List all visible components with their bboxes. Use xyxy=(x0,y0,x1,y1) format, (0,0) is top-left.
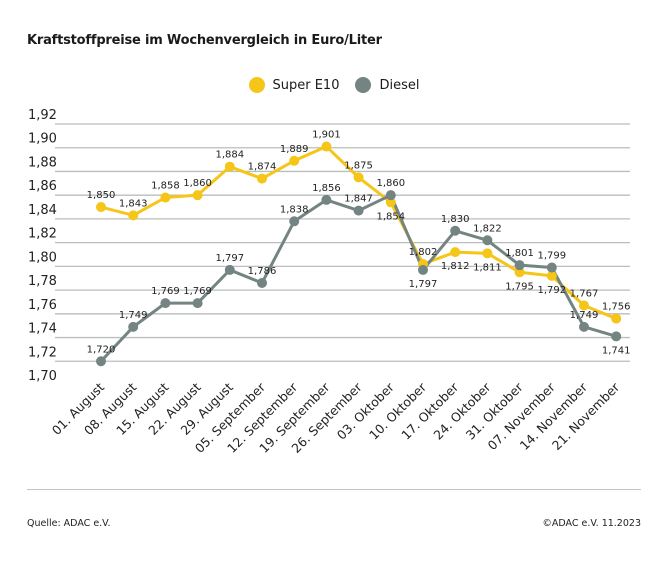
data-label: 1,799 xyxy=(537,251,566,262)
data-label: 1,830 xyxy=(441,214,470,225)
data-point xyxy=(514,267,525,278)
data-label: 1,847 xyxy=(344,194,373,205)
data-point xyxy=(546,270,557,281)
data-label: 1,802 xyxy=(409,247,438,258)
data-label: 1,811 xyxy=(473,262,502,273)
data-label: 1,720 xyxy=(87,344,116,355)
data-point xyxy=(321,194,332,205)
data-label: 1,901 xyxy=(312,130,341,141)
y-tick-label: 1,78 xyxy=(28,274,57,289)
legend-item-super-e10: Super E10 xyxy=(248,77,340,93)
data-label: 1,860 xyxy=(183,178,212,189)
divider xyxy=(27,489,641,490)
data-label: 1,822 xyxy=(473,223,502,234)
data-label: 1,792 xyxy=(537,285,566,296)
data-point xyxy=(257,277,267,288)
legend-marker-diesel xyxy=(355,77,372,93)
data-label: 1,797 xyxy=(409,279,438,290)
y-tick-label: 1,84 xyxy=(28,203,57,218)
data-point xyxy=(96,202,106,213)
data-point xyxy=(289,216,300,227)
data-point xyxy=(192,298,203,309)
data-label: 1,756 xyxy=(602,302,631,313)
data-point xyxy=(579,300,589,311)
data-point xyxy=(514,260,525,271)
y-tick-label: 1,80 xyxy=(28,250,57,265)
data-label: 1,769 xyxy=(151,286,180,297)
y-tick-label: 1,86 xyxy=(28,179,57,194)
y-tick-label: 1,70 xyxy=(28,369,57,384)
data-label: 1,812 xyxy=(441,261,470,272)
legend-label: Diesel xyxy=(379,77,420,93)
series-line-diesel xyxy=(99,193,617,363)
data-point xyxy=(385,197,396,208)
data-point xyxy=(353,172,364,183)
data-label: 1,795 xyxy=(505,281,534,292)
data-label: 1,749 xyxy=(119,310,148,321)
data-point xyxy=(224,264,235,275)
data-point xyxy=(353,205,364,216)
data-label: 1,856 xyxy=(312,183,341,194)
y-tick-label: 1,82 xyxy=(28,227,57,242)
data-point xyxy=(579,321,589,332)
legend-marker-super-e10 xyxy=(248,77,265,93)
data-label: 1,749 xyxy=(570,310,599,321)
data-label: 1,875 xyxy=(344,160,373,171)
data-point xyxy=(160,192,171,203)
data-point xyxy=(128,321,139,332)
data-point xyxy=(257,173,267,184)
data-label: 1,854 xyxy=(376,211,405,222)
data-point xyxy=(128,210,139,221)
data-label: 1,769 xyxy=(183,286,212,297)
data-label: 1,850 xyxy=(87,190,116,201)
data-label: 1,797 xyxy=(215,253,244,264)
data-point xyxy=(192,190,203,201)
y-tick-label: 1,76 xyxy=(28,298,57,313)
legend-item-diesel: Diesel xyxy=(355,77,420,93)
copyright-note: ©ADAC e.V. 11.2023 xyxy=(542,518,641,529)
data-point xyxy=(450,225,461,236)
y-tick-label: 1,92 xyxy=(28,108,57,123)
y-tick-label: 1,72 xyxy=(28,345,57,360)
data-point xyxy=(482,248,493,259)
y-tick-label: 1,74 xyxy=(28,322,57,337)
data-label: 1,889 xyxy=(280,144,309,155)
chart-title: Kraftstoffpreise im Wochenvergleich in E… xyxy=(27,33,382,48)
data-label: 1,741 xyxy=(602,345,631,356)
data-label: 1,801 xyxy=(505,248,534,259)
y-tick-label: 1,90 xyxy=(28,132,57,147)
data-label: 1,838 xyxy=(280,204,309,215)
data-point xyxy=(450,247,461,258)
data-point xyxy=(418,264,428,275)
data-label: 1,884 xyxy=(215,150,244,161)
data-label: 1,843 xyxy=(119,198,148,209)
data-label: 1,767 xyxy=(570,289,599,300)
y-tick-label: 1,88 xyxy=(28,155,57,170)
data-point xyxy=(321,141,332,152)
data-point xyxy=(611,313,622,324)
data-label: 1,874 xyxy=(248,162,277,173)
data-point xyxy=(224,161,235,172)
data-label: 1,786 xyxy=(248,266,277,277)
legend: Super E10 Diesel xyxy=(0,77,668,93)
data-point xyxy=(611,331,622,342)
data-point xyxy=(160,298,171,309)
data-point xyxy=(96,356,106,367)
data-point xyxy=(546,262,557,273)
data-point xyxy=(289,155,300,166)
legend-label: Super E10 xyxy=(272,77,340,93)
data-label: 1,860 xyxy=(376,178,405,189)
data-point xyxy=(482,235,493,246)
data-label: 1,858 xyxy=(151,181,180,192)
data-point xyxy=(385,190,396,201)
source-note: Quelle: ADAC e.V. xyxy=(27,518,111,529)
